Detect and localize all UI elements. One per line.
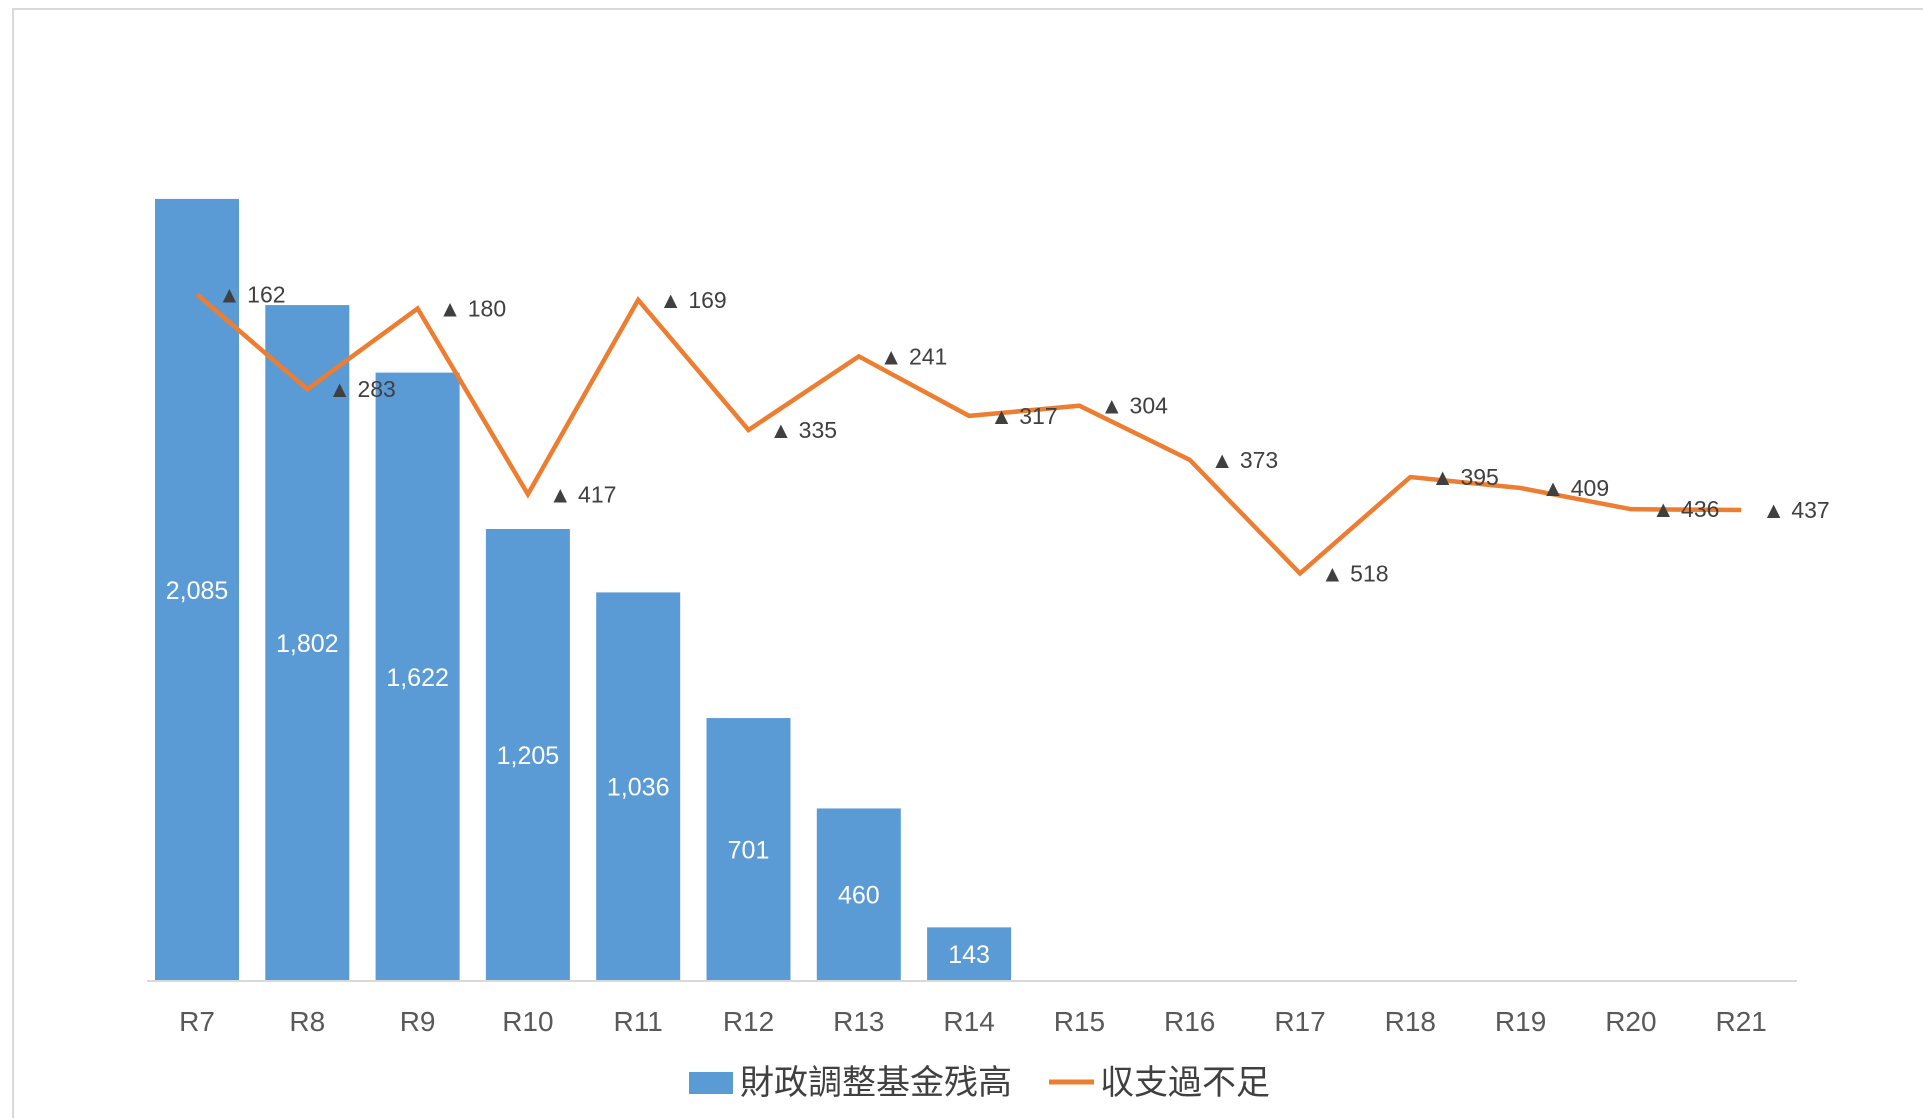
line-labels-layer: ▲ 162 ▲ 283 ▲ 180 ▲ 417 ▲ 169 ▲ 335 ▲ 241 ▲ 317… — [218, 281, 1830, 586]
line-data-label: ▲ 335 — [770, 417, 838, 443]
line-data-label: ▲ 241 — [880, 343, 948, 369]
category-label: R16 — [1164, 1006, 1215, 1037]
line-data-label: ▲ 417 — [549, 481, 617, 507]
line-data-label: ▲ 180 — [439, 296, 507, 322]
line-data-label: ▲ 436 — [1652, 496, 1720, 522]
bar-data-label: 460 — [838, 882, 880, 910]
bar-data-label: 1,802 — [276, 630, 339, 658]
bar-data-label: 143 — [948, 941, 990, 969]
bar-data-label: 1,205 — [497, 742, 560, 770]
category-label: R13 — [833, 1006, 884, 1037]
bar-data-label: 1,036 — [607, 774, 670, 802]
line-data-label: ▲ 283 — [328, 376, 396, 402]
category-label: R7 — [179, 1006, 215, 1037]
category-label: R17 — [1274, 1006, 1325, 1037]
category-label: R8 — [289, 1006, 325, 1037]
category-label: R14 — [943, 1006, 994, 1037]
legend-label-fund: 財政調整基金残高 — [740, 1064, 1012, 1102]
legend-swatch-fund — [689, 1072, 733, 1094]
category-label: R19 — [1495, 1006, 1546, 1037]
bar-data-label: 701 — [728, 837, 770, 865]
bars-layer — [155, 199, 1011, 981]
legend: 財政調整基金残高 収支過不足 — [689, 1064, 1270, 1102]
bar-data-label: 1,622 — [386, 664, 449, 692]
line-data-label: ▲ 518 — [1321, 560, 1389, 586]
category-label: R20 — [1605, 1006, 1656, 1037]
line-data-label: ▲ 409 — [1542, 475, 1610, 501]
legend-label-balance: 収支過不足 — [1100, 1064, 1270, 1102]
category-label: R9 — [400, 1006, 436, 1037]
bar-data-label: 2,085 — [166, 577, 229, 605]
line-data-label: ▲ 162 — [218, 281, 286, 307]
line-data-label: ▲ 437 — [1762, 497, 1830, 523]
category-label: R11 — [614, 1006, 663, 1037]
category-label: R10 — [502, 1006, 553, 1037]
line-data-label: ▲ 395 — [1431, 464, 1499, 490]
line-data-label: ▲ 169 — [659, 287, 727, 313]
category-label: R21 — [1716, 1006, 1767, 1037]
line-data-label: ▲ 304 — [1100, 393, 1168, 419]
line-data-label: ▲ 317 — [990, 403, 1058, 429]
category-label: R18 — [1385, 1006, 1436, 1037]
category-label: R15 — [1054, 1006, 1105, 1037]
category-label: R12 — [723, 1006, 774, 1037]
line-data-label: ▲ 373 — [1211, 447, 1279, 473]
category-labels-layer: R7 R8 R9 R10 R11 R12 R13 R14 R15 R16 R17 R18 R19 R20 R… — [179, 1006, 1767, 1037]
